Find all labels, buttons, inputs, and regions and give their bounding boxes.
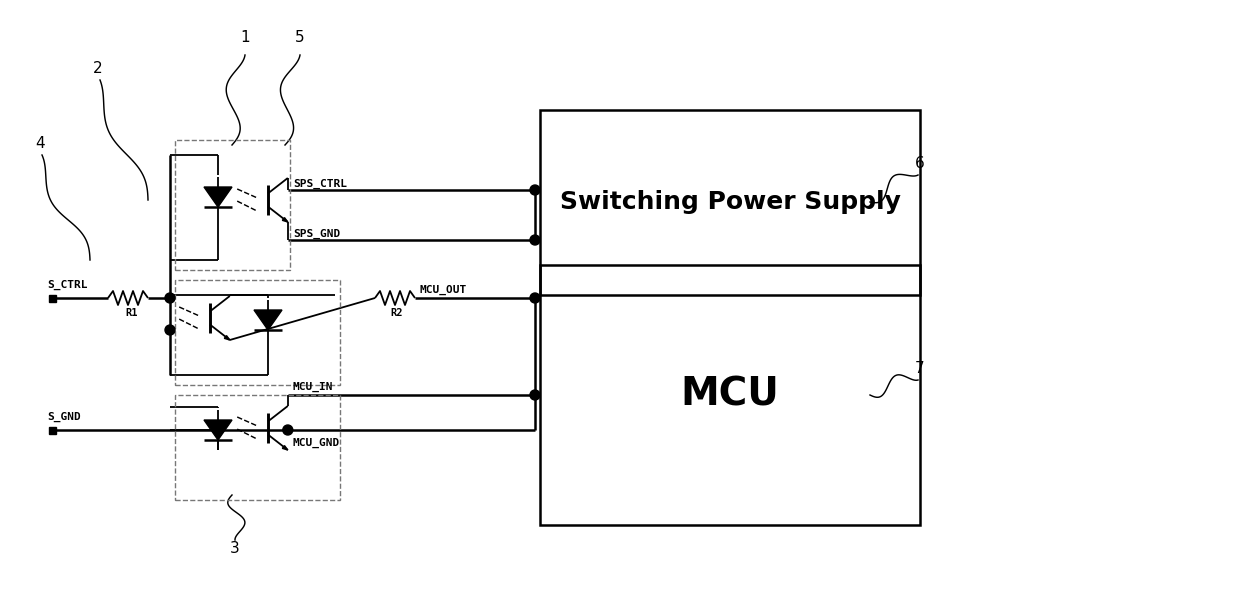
Circle shape	[530, 235, 540, 245]
Bar	[48, 294, 56, 302]
Text: S_CTRL: S_CTRL	[47, 280, 88, 290]
Text: SPS_CTRL: SPS_CTRL	[292, 179, 347, 189]
Text: MCU: MCU	[680, 376, 779, 414]
Circle shape	[282, 425, 292, 435]
Text: Switching Power Supply: Switching Power Supply	[560, 191, 901, 215]
Text: 7: 7	[916, 361, 924, 376]
Bar	[540, 265, 921, 525]
Polygon shape	[282, 446, 287, 450]
Polygon shape	[254, 310, 282, 330]
Circle shape	[165, 293, 175, 303]
Circle shape	[165, 325, 175, 335]
Text: R1: R1	[125, 308, 138, 318]
Polygon shape	[204, 187, 232, 207]
Circle shape	[530, 390, 540, 400]
Text: 4: 4	[35, 136, 45, 151]
Text: 5: 5	[295, 30, 305, 45]
Circle shape	[530, 293, 540, 303]
Text: MCU_GND: MCU_GND	[292, 438, 339, 448]
Polygon shape	[204, 420, 232, 440]
Bar	[175, 140, 290, 270]
Bar	[175, 280, 339, 385]
Text: SPS_GND: SPS_GND	[292, 229, 339, 239]
Text: MCU_IN: MCU_IN	[292, 382, 333, 392]
Text: S_GND: S_GND	[47, 412, 81, 422]
Polygon shape	[224, 336, 229, 340]
Text: 6: 6	[916, 156, 924, 171]
Bar	[540, 110, 921, 295]
Text: 1: 1	[240, 30, 250, 45]
Text: 3: 3	[230, 541, 240, 556]
Text: R2: R2	[390, 308, 403, 318]
Circle shape	[530, 185, 540, 195]
Polygon shape	[282, 218, 287, 222]
Bar	[48, 427, 56, 433]
Text: MCU_OUT: MCU_OUT	[420, 285, 467, 295]
Bar	[175, 395, 339, 500]
Text: 2: 2	[93, 61, 103, 76]
